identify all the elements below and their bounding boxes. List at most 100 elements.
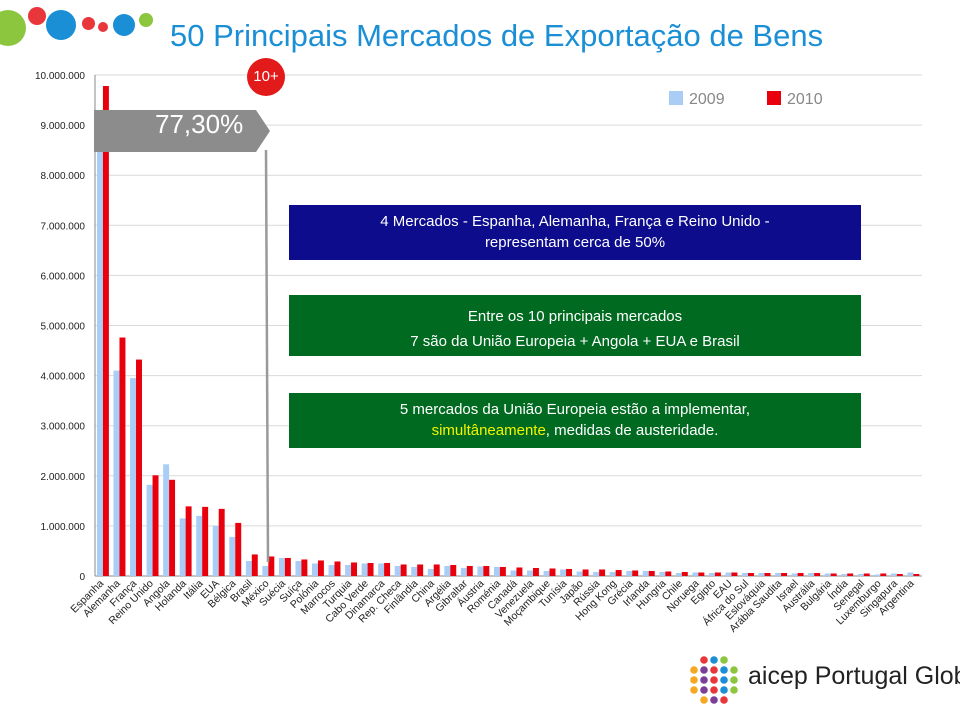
logo-dot (710, 666, 718, 674)
bar-2009 (245, 560, 252, 576)
bar-2009 (659, 571, 666, 576)
y-tick-label: 9.000.000 (41, 121, 86, 132)
decorative-dot-blue-2 (113, 14, 135, 36)
aicep-logo-icon (690, 656, 738, 704)
logo-dot (700, 676, 708, 684)
bar-2009 (312, 563, 318, 576)
bar-2010 (549, 568, 556, 576)
note-austerity-line1: 5 mercados da União Europeia estão a imp… (399, 401, 751, 418)
bar-2009 (758, 572, 765, 576)
bar-2009 (841, 573, 848, 576)
bar-2009 (444, 565, 451, 576)
logo-dot (730, 686, 738, 694)
bar-2010 (136, 359, 142, 576)
bar-2010 (284, 557, 291, 576)
top10-divider-line (264, 149, 270, 563)
bar-2009 (890, 573, 897, 576)
bar-2010 (896, 573, 903, 576)
bar-2010 (698, 572, 705, 576)
bar-2010 (747, 572, 754, 576)
page-title: 50 Principais Mercados de Exportação de … (170, 18, 824, 53)
bar-2010 (301, 559, 308, 576)
logo-dot (720, 656, 728, 664)
bar-2009 (477, 566, 484, 576)
bar-2009 (378, 563, 385, 576)
decorative-dot-red-2 (82, 17, 95, 30)
logo-dot (690, 686, 698, 694)
y-tick-label: 3.000.000 (41, 422, 86, 433)
bar-2010 (764, 572, 771, 576)
logo-dot (700, 686, 708, 694)
logo-dot (710, 676, 718, 684)
logo-dot (730, 666, 738, 674)
bar-2010 (731, 572, 738, 576)
bar-2010 (863, 573, 870, 576)
bar-2010 (367, 562, 374, 576)
bar-2010 (714, 572, 721, 576)
bar-2010 (400, 564, 407, 576)
note-austerity-highlight: simultâneamente (431, 422, 546, 439)
bar-2009 (642, 570, 649, 576)
bar-2009 (96, 145, 103, 576)
bar-2009 (593, 571, 600, 576)
bar-2010 (781, 572, 788, 576)
y-tick-label: 8.000.000 (41, 171, 86, 182)
decorative-dot-green-2 (139, 13, 153, 27)
bar-2010 (268, 556, 275, 576)
bar-2010 (880, 573, 887, 576)
bar-2009 (576, 571, 583, 576)
bar-2010 (681, 571, 688, 576)
note-top10-line1: Entre os 10 principais mercados (467, 308, 683, 325)
note-austerity-rest: , medidas de austeridade. (545, 422, 719, 439)
bar-2009 (560, 569, 567, 576)
bar-2010 (433, 564, 440, 576)
note-top10-line2: 7 são da União Europeia + Angola + EUA e… (410, 333, 740, 350)
bar-2010 (566, 568, 573, 576)
bar-2009 (675, 572, 682, 576)
bar-2010 (202, 506, 209, 576)
bar-2009 (609, 571, 616, 576)
bar-2010 (251, 554, 258, 576)
bar-2010 (102, 86, 109, 576)
bar-2009 (692, 572, 699, 576)
note-box-top4: 4 Mercados - Espanha, Alemanha, França e… (289, 205, 861, 260)
bar-2010 (119, 337, 126, 576)
legend-swatch-2010 (767, 91, 781, 105)
bar-2009 (328, 564, 335, 576)
bar-2009 (361, 563, 368, 576)
bar-2009 (295, 560, 302, 576)
logo-dot (690, 676, 698, 684)
bar-2009 (626, 570, 633, 576)
bar-2010 (532, 567, 539, 576)
logo-dot (690, 666, 698, 674)
bar-2009 (510, 570, 517, 576)
export-bar-chart: 0 1.000.000 2.000.000 3.000.000 4.000.000 5.0… (35, 71, 922, 635)
bar-2010 (913, 573, 920, 576)
bar-2009 (874, 574, 881, 576)
bar-2010 (516, 567, 523, 576)
aicep-logo-text: aicep Portugal Global (748, 662, 960, 690)
bar-2010 (615, 569, 622, 576)
decorative-dot-red (28, 7, 46, 25)
bar-2010 (830, 573, 837, 576)
bar-2009 (196, 515, 203, 576)
bar-2009 (278, 557, 285, 576)
note-box-austerity: 5 mercados da União Europeia estão a imp… (289, 393, 861, 448)
bar-2009 (460, 567, 467, 576)
top10-badge: 10+ (247, 58, 285, 96)
share-arrow (94, 110, 270, 152)
logo-dot (720, 696, 728, 704)
bar-2010 (582, 569, 589, 576)
bar-2009 (493, 566, 500, 576)
bar-2009 (543, 570, 550, 576)
bar-2010 (334, 561, 341, 576)
bar-2010 (450, 564, 457, 576)
logo-dot (730, 676, 738, 684)
bar-2010 (847, 573, 854, 576)
note-austerity-line2: simultâneamente, medidas de austeridade. (289, 420, 861, 441)
bar-2009 (427, 568, 434, 576)
y-tick-label: 0 (79, 572, 85, 583)
logo-dot (710, 696, 718, 704)
y-tick-label: 6.000.000 (41, 271, 86, 282)
bar-2009 (130, 378, 137, 576)
